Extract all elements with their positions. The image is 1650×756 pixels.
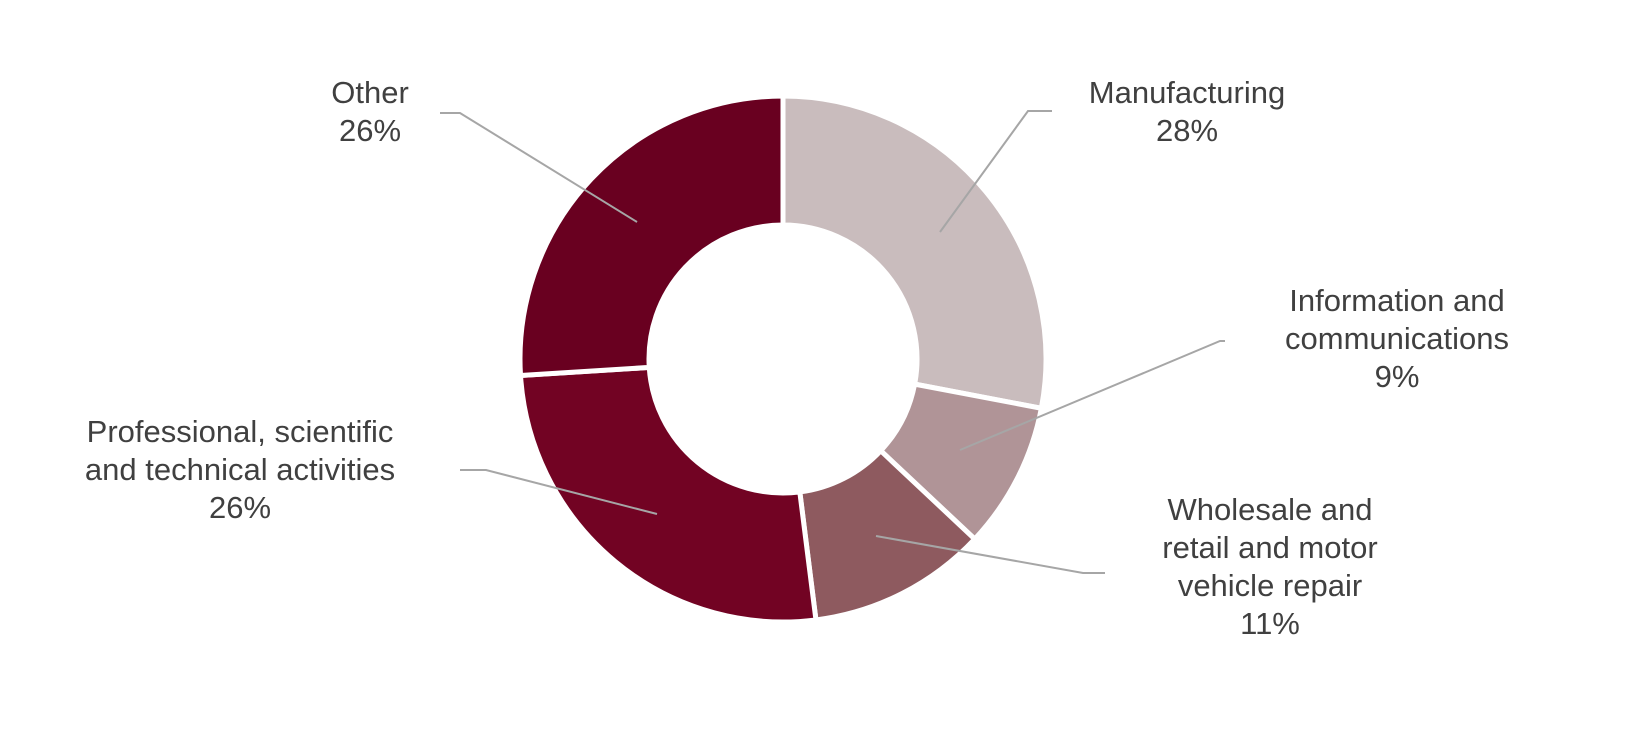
- data-label: Wholesale and retail and motor vehicle rep…: [1162, 492, 1377, 641]
- data-label-text: Wholesale and: [1167, 492, 1372, 527]
- donut-slice-other: [517, 93, 786, 379]
- data-label-text: Other: [331, 75, 409, 110]
- leader-line: [440, 112, 638, 223]
- data-label-value: 11%: [1240, 606, 1300, 641]
- data-label-value: 28%: [1156, 113, 1218, 148]
- data-label-text: and technical activities: [85, 452, 395, 487]
- data-label-value: 26%: [339, 113, 401, 148]
- leader-line: [959, 340, 1225, 451]
- data-label: Information and communications 9%: [1285, 283, 1509, 394]
- data-label-text: Information and: [1289, 283, 1504, 318]
- leader-line: [875, 535, 1105, 574]
- data-label: Other 26%: [331, 75, 409, 148]
- data-label-text: vehicle repair: [1178, 568, 1362, 603]
- leader-line: [939, 110, 1052, 233]
- donut-slice-professional-scientific-and-technical-activities: [517, 364, 819, 625]
- data-label-value: 9%: [1375, 359, 1420, 394]
- data-label-value: 26%: [209, 490, 271, 525]
- data-label-text: Manufacturing: [1089, 75, 1285, 110]
- data-label-text: communications: [1285, 321, 1509, 356]
- data-label: Manufacturing 28%: [1089, 75, 1285, 148]
- data-label: Professional, scientific and technical ac…: [85, 414, 395, 525]
- data-label-text: retail and motor: [1162, 530, 1377, 565]
- leader-line: [460, 469, 658, 515]
- data-label-text: Professional, scientific: [87, 414, 394, 449]
- donut-slice-manufacturing: [780, 93, 1049, 412]
